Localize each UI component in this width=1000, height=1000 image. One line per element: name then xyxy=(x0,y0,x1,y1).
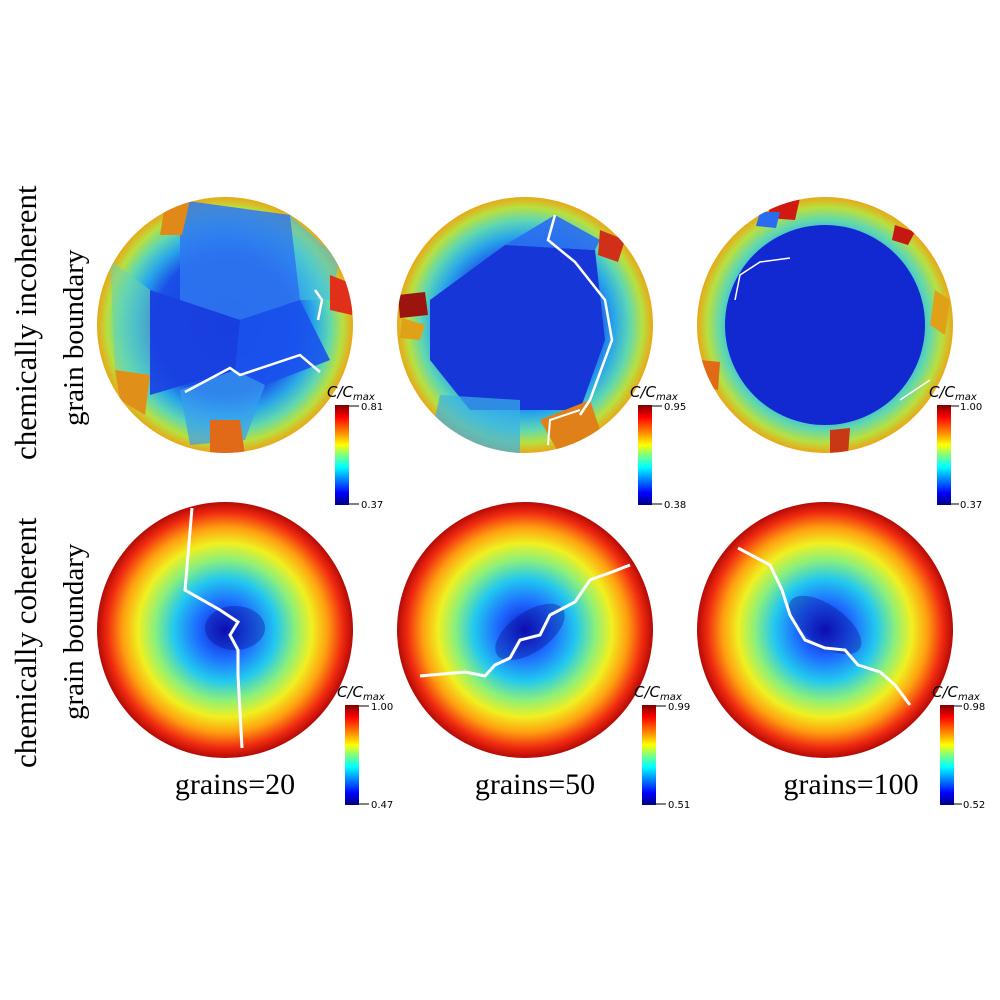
colorbar-min: 0.37 xyxy=(361,500,383,511)
grain-boundary-crack xyxy=(183,507,244,749)
disk xyxy=(97,502,353,758)
grain-boundary-crack xyxy=(419,563,631,678)
colorbar-title: C/Cmax xyxy=(630,383,678,403)
colorbar-min: 0.37 xyxy=(960,500,982,511)
panel-incoherent-20 xyxy=(97,197,353,453)
colorbar-incoherent-100: C/Cmax 1.00 0.37 xyxy=(929,383,982,511)
colorbar-incoherent-20: C/Cmax 0.81 0.37 xyxy=(327,383,383,511)
colorbar-min: 0.51 xyxy=(668,800,690,811)
colorbar-title: C/Cmax xyxy=(929,383,977,403)
grains xyxy=(398,215,625,453)
column-label-20: grains=20 xyxy=(174,768,296,801)
grain-boundary-crack xyxy=(737,546,912,706)
colorbar-min: 0.52 xyxy=(963,800,985,811)
column-label-100: grains=100 xyxy=(783,768,919,801)
panel-incoherent-50 xyxy=(397,197,653,453)
panel-coherent-20 xyxy=(97,502,353,758)
colorbar-max: 1.00 xyxy=(960,402,982,413)
colorbar-max: 0.81 xyxy=(361,402,383,413)
panel-incoherent-100 xyxy=(697,197,953,453)
colorbar-title: C/Cmax xyxy=(337,683,385,703)
colorbar-max: 1.00 xyxy=(371,702,393,713)
colorbar-max: 0.98 xyxy=(963,702,985,713)
colorbar-min: 0.47 xyxy=(371,800,393,811)
colorbar-title: C/Cmax xyxy=(932,683,980,703)
panel-coherent-50 xyxy=(397,502,653,758)
panel-coherent-100 xyxy=(697,502,953,758)
colorbar-title: C/Cmax xyxy=(634,683,682,703)
disk xyxy=(397,502,653,758)
colorbar-max: 0.95 xyxy=(664,402,686,413)
grains xyxy=(700,198,950,453)
colorbar-coherent-50: C/Cmax 0.99 0.51 xyxy=(634,683,690,811)
column-label-50: grains=50 xyxy=(474,768,596,801)
colorbar-max: 0.99 xyxy=(668,702,690,713)
colorbar-min: 0.38 xyxy=(664,500,686,511)
colorbar-incoherent-50: C/Cmax 0.95 0.38 xyxy=(630,383,686,511)
disk xyxy=(697,502,953,758)
colorbar-title: C/Cmax xyxy=(327,383,375,403)
colorbar-coherent-100: C/Cmax 0.98 0.52 xyxy=(932,683,985,811)
grains xyxy=(110,200,353,453)
colorbar-coherent-20: C/Cmax 1.00 0.47 xyxy=(337,683,393,811)
